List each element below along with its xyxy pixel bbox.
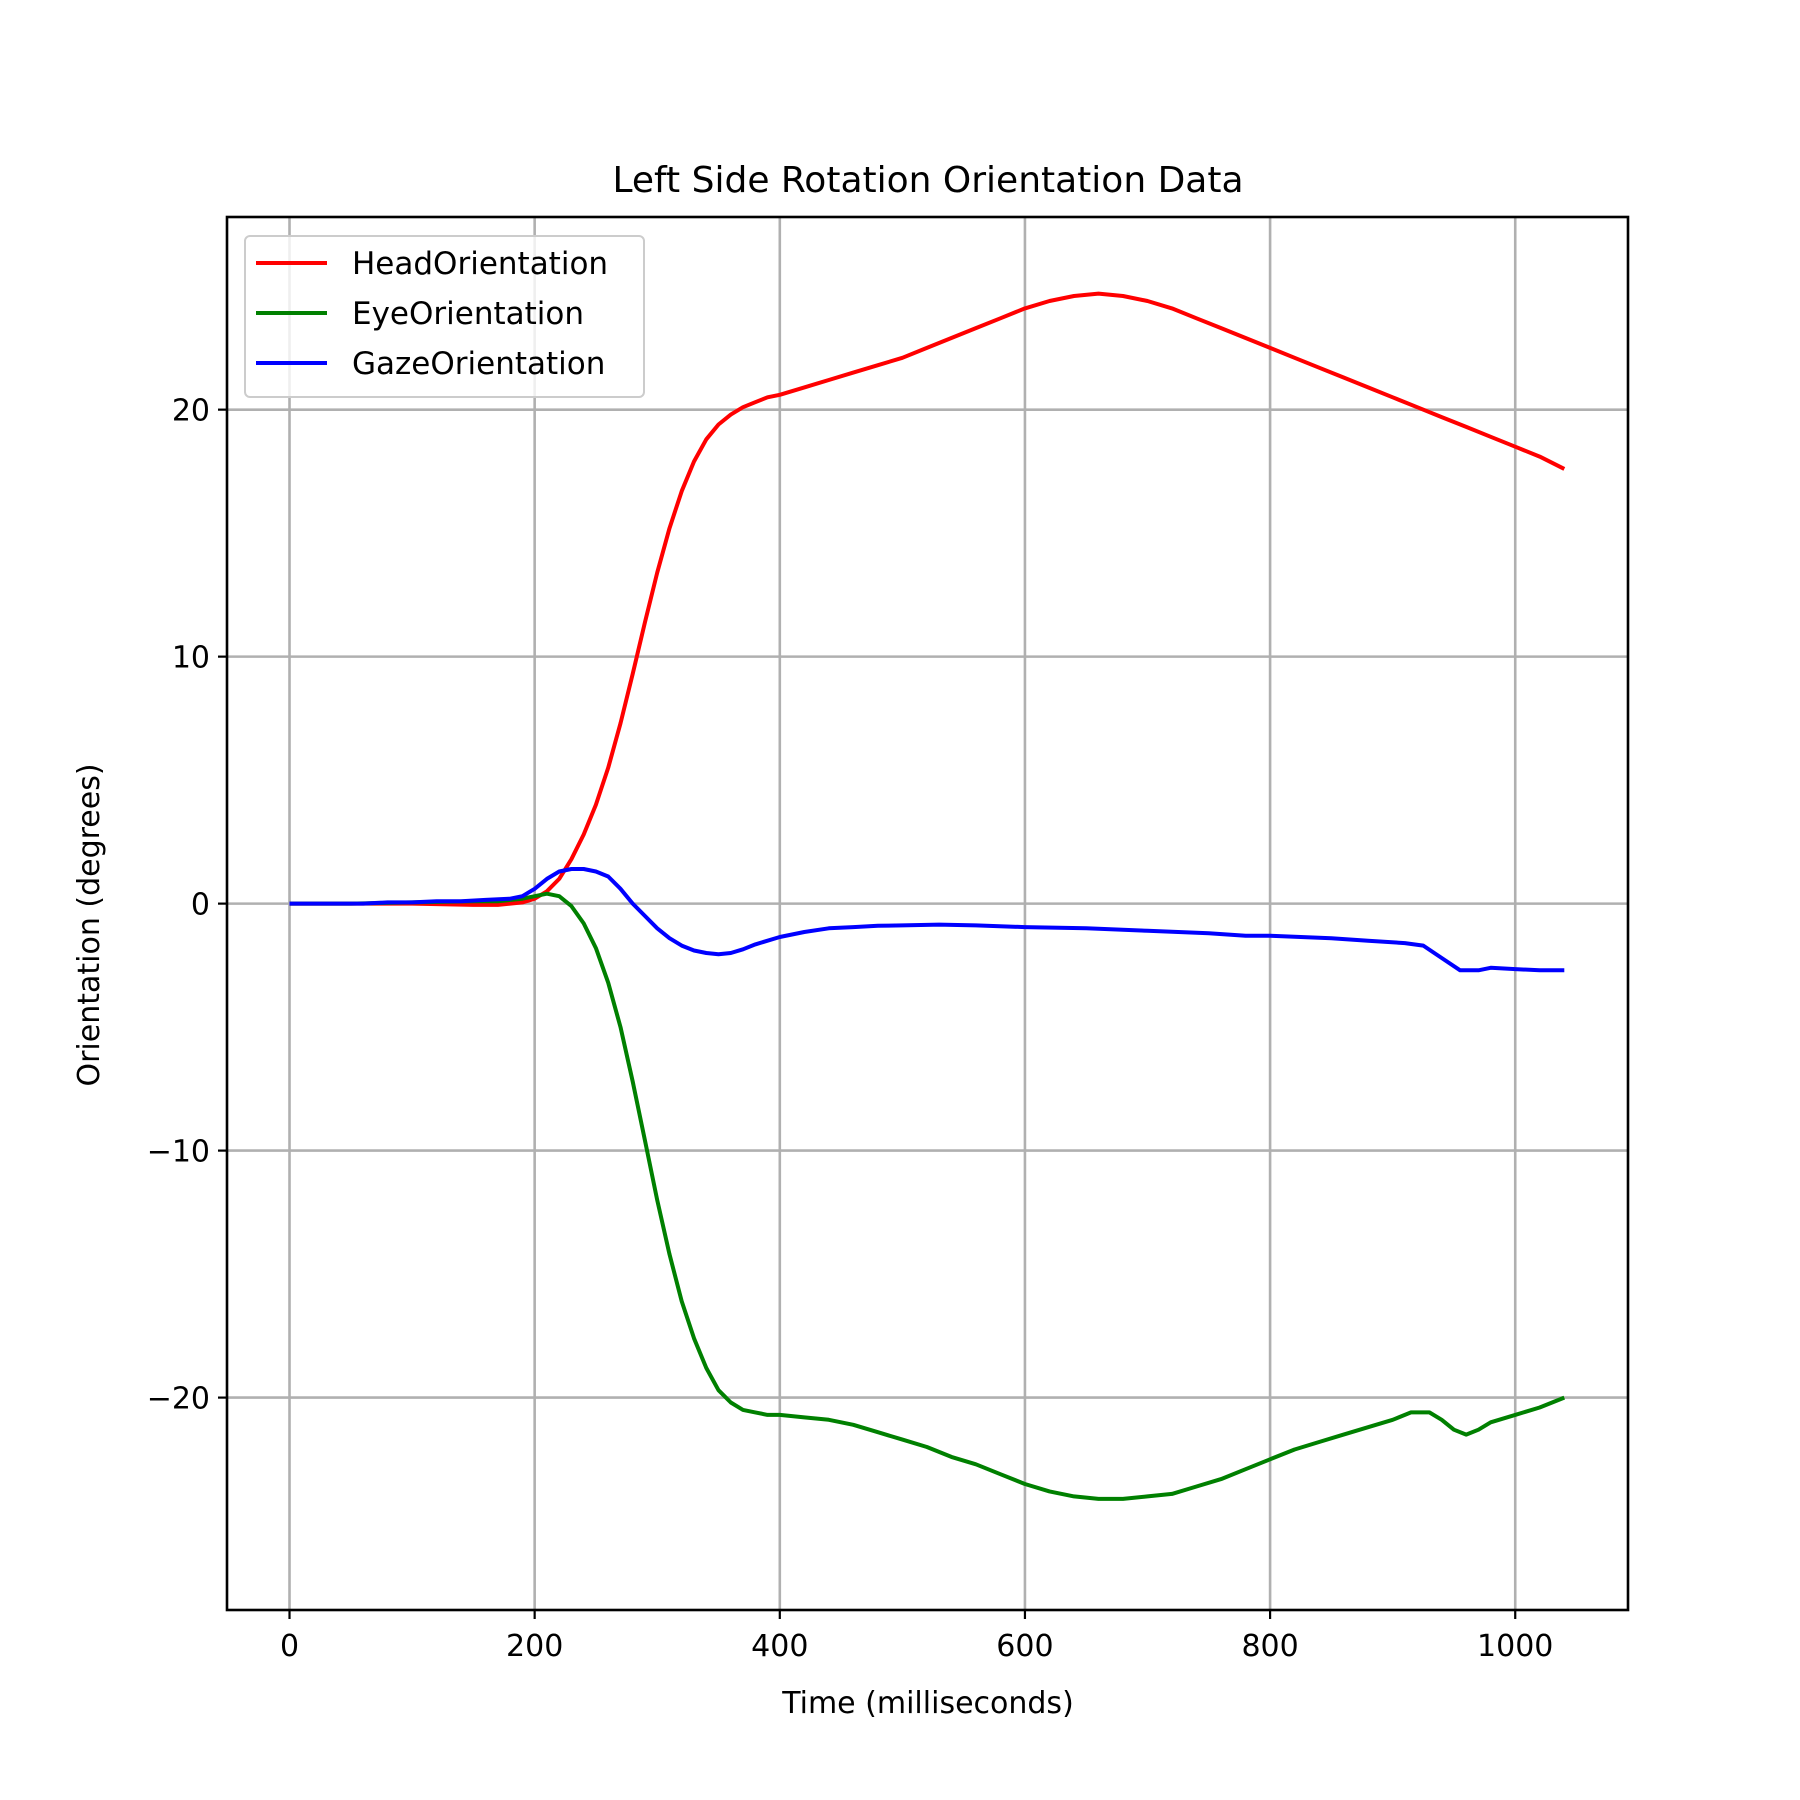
y-tick-label: −10 [147, 1135, 210, 1170]
x-tick-label: 400 [751, 1629, 808, 1664]
y-tick-label: 10 [172, 641, 210, 676]
x-axis-title: Time (milliseconds) [781, 1686, 1074, 1721]
x-tick-label: 200 [506, 1629, 563, 1664]
y-tick-label: −20 [147, 1382, 210, 1417]
legend-box [244, 235, 645, 398]
series-line-headorientation [289, 291, 1566, 907]
y-tick-label: 20 [172, 394, 210, 429]
y-axis-title: Orientation (degrees) [72, 763, 107, 1086]
grid [227, 217, 1628, 1610]
plot-frame [225, 215, 1630, 1612]
x-tick-label: 1000 [1477, 1629, 1553, 1664]
y-tick-label: 0 [191, 888, 210, 923]
series-line-gazeorientation [289, 867, 1565, 973]
x-tick-label: 600 [996, 1629, 1053, 1664]
legend-label-eyeorientation: EyeOrientation [352, 296, 584, 332]
series-line-eyeorientation [289, 891, 1566, 1501]
chart-title: Left Side Rotation Orientation Data [612, 160, 1243, 201]
axis-ticks: 0 200 400 600 800 1000 −20 −10 0 10 20 [147, 394, 1554, 1664]
series-lines [289, 291, 1566, 1501]
legend: HeadOrientation EyeOrientation GazeOrienta… [244, 235, 645, 398]
legend-label-gazeorientation: GazeOrientation [352, 346, 605, 382]
x-tick-label: 0 [280, 1629, 299, 1664]
x-tick-label: 800 [1241, 1629, 1298, 1664]
legend-label-headorientation: HeadOrientation [352, 246, 608, 282]
